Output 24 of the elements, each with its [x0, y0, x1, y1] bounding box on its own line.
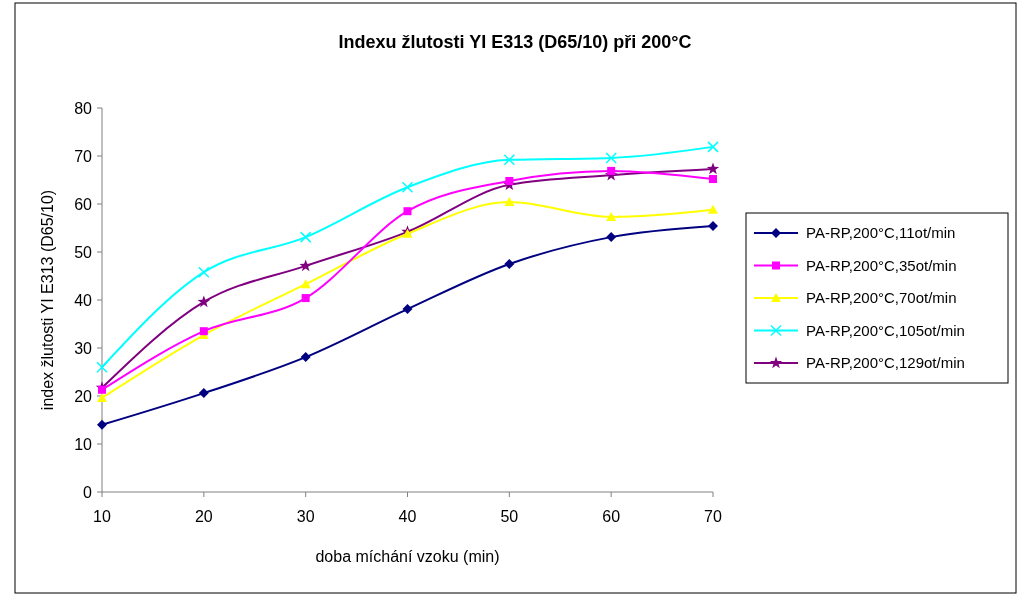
y-tick-label: 40 — [74, 291, 93, 309]
x-tick-label: 40 — [398, 508, 417, 525]
legend-label: PA-RP,200°C,35ot/min — [806, 256, 957, 274]
y-tick-label: 30 — [74, 339, 93, 357]
x-tick-label: 20 — [194, 508, 213, 525]
y-tick-label: 0 — [83, 483, 93, 501]
x-tick-label: 60 — [602, 508, 621, 525]
x-tick-label: 50 — [500, 508, 519, 525]
y-tick-label: 60 — [74, 195, 93, 213]
x-tick-label: 70 — [704, 508, 722, 525]
x-tick-label: 30 — [296, 508, 315, 525]
y-axis-title: index žlutosti YI E313 (D65/10) — [39, 189, 56, 411]
y-tick-label: 50 — [74, 243, 93, 261]
y-tick-label: 10 — [74, 435, 93, 453]
legend-label: PA-RP,200°C,70ot/min — [806, 289, 957, 307]
legend-label: PA-RP,200°C,105ot/min — [806, 321, 965, 339]
y-tick-label: 80 — [74, 99, 93, 117]
x-axis-title: doba míchání vzoku (min) — [315, 548, 500, 565]
y-tick-label: 70 — [74, 147, 93, 165]
legend-label: PA-RP,200°C,11ot/min — [806, 224, 956, 242]
legend-label: PA-RP,200°C,129ot/min — [806, 354, 965, 372]
y-tick-label: 20 — [74, 387, 93, 405]
chart-title: Indexu žlutosti YI E313 (D65/10) při 200°C — [338, 32, 692, 52]
x-tick-label: 10 — [93, 508, 111, 525]
